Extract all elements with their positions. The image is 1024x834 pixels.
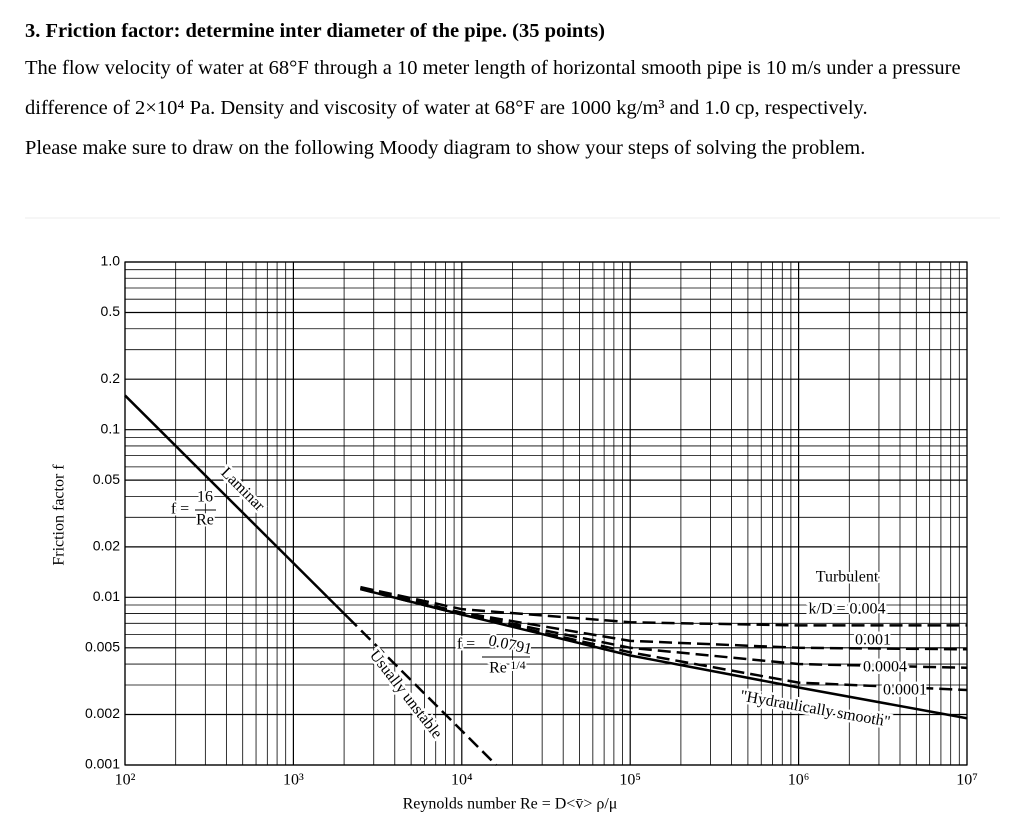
plot-frame — [124, 261, 968, 766]
annotation: 1/4 — [510, 658, 525, 672]
y-tick-label: 0.005 — [85, 639, 120, 655]
x-axis-label: Reynolds number Re = D<v̄> ρ/μ — [403, 796, 618, 813]
annotation: Re — [196, 512, 214, 529]
series-label: 0.0001 — [883, 682, 927, 699]
y-tick-label: 0.2 — [101, 370, 121, 386]
series-label: 0.0004 — [863, 659, 907, 676]
series-line — [360, 587, 968, 692]
series-label: k/D = 0.004 — [808, 601, 885, 618]
y-tick-label: 0.002 — [85, 705, 120, 721]
series-line — [124, 394, 349, 619]
annotation: Re — [489, 660, 507, 677]
paragraph: Please make sure to draw on the followin… — [25, 137, 866, 159]
x-tick-label: 10³ — [283, 772, 304, 789]
y-tick-label: 0.05 — [93, 471, 120, 487]
paragraph: The flow velocity of water at 68°F throu… — [25, 57, 961, 119]
x-tick-label: 10⁴ — [451, 772, 473, 789]
y-tick-label: 0.1 — [101, 420, 121, 436]
y-tick-label: 0.001 — [85, 756, 120, 772]
y-tick-label: 0.02 — [93, 538, 120, 554]
series-line — [346, 616, 498, 766]
annotation: Turbulent — [816, 569, 879, 586]
problem-text: 3. Friction factor: determine inter diam… — [25, 14, 1000, 168]
series-label: Usually unstable — [366, 647, 445, 742]
series-label: "Hydraulically smooth" — [739, 688, 892, 731]
y-tick-label: 0.01 — [93, 588, 120, 604]
series-label: 0.001 — [855, 632, 891, 649]
annotation: f = — [457, 636, 475, 653]
x-tick-label: 10⁷ — [956, 772, 978, 789]
annotation: 16 — [197, 489, 213, 506]
annotation: 0.0791 — [487, 632, 534, 658]
x-tick-label: 10⁶ — [788, 772, 810, 789]
y-tick-label: 0.5 — [101, 303, 121, 319]
y-axis-label: Friction factor f — [51, 464, 68, 566]
series-line — [360, 585, 967, 627]
problem-title: 3. Friction factor: determine inter diam… — [25, 20, 605, 42]
x-tick-label: 10⁵ — [619, 772, 641, 789]
annotation: f = — [171, 501, 189, 518]
x-tick-label: 10² — [115, 772, 136, 789]
y-tick-label: 1.0 — [101, 253, 121, 269]
